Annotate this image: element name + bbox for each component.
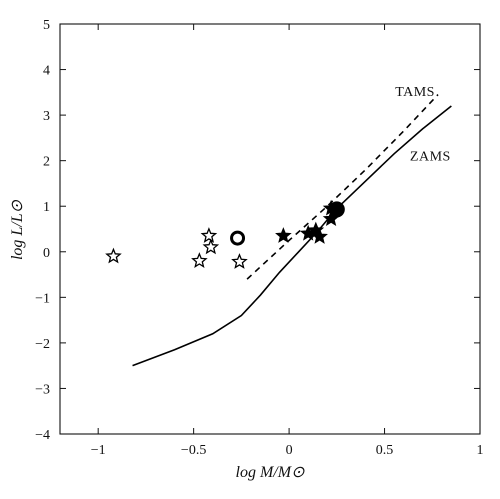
- y-tick-label: −1: [35, 291, 50, 306]
- x-tick-label: 0: [286, 443, 293, 458]
- filled-circle-point: [328, 201, 345, 218]
- x-tick-label: 1: [477, 443, 484, 458]
- open-star-point: [105, 247, 122, 264]
- y-tick-label: 5: [43, 18, 50, 33]
- open-star-point: [202, 238, 220, 255]
- x-tick-label: −1: [91, 443, 106, 458]
- y-tick-label: −3: [35, 382, 50, 397]
- tams-line: [246, 94, 439, 280]
- annotation-layer: TAMS ZAMS: [395, 85, 451, 165]
- marker-layer: [105, 199, 345, 269]
- annotation-label: ZAMS: [410, 150, 451, 165]
- open-circle-point: [230, 230, 246, 246]
- x-tick-label: −0.5: [181, 443, 206, 458]
- x-axis-label: log M/M⊙: [236, 464, 306, 481]
- series-layer: [132, 94, 452, 367]
- plot-frame: [59, 23, 481, 435]
- x-tick-label: 0.5: [376, 443, 394, 458]
- x-axis-ticks: −1 −0.5 0 0.5 1: [91, 24, 484, 458]
- y-axis-label: log L/L⊙: [9, 199, 26, 260]
- y-tick-label: 2: [43, 155, 50, 170]
- open-star-point: [191, 252, 208, 268]
- filled-star-point: [275, 227, 292, 243]
- open-star-point: [200, 227, 218, 243]
- y-tick-label: −2: [35, 337, 50, 352]
- y-tick-label: −4: [35, 428, 50, 443]
- y-axis-ticks: −4 −3 −2 −1 0 1 2 3 4 5: [35, 18, 480, 443]
- y-tick-label: 4: [43, 64, 50, 79]
- annotation-label: TAMS: [395, 85, 435, 100]
- zams-line: [132, 105, 452, 367]
- open-star-point: [231, 253, 248, 269]
- y-tick-label: 3: [43, 109, 50, 124]
- y-tick-label: 0: [43, 246, 50, 261]
- filled-star-point: [311, 228, 328, 244]
- y-tick-label: 1: [43, 200, 50, 215]
